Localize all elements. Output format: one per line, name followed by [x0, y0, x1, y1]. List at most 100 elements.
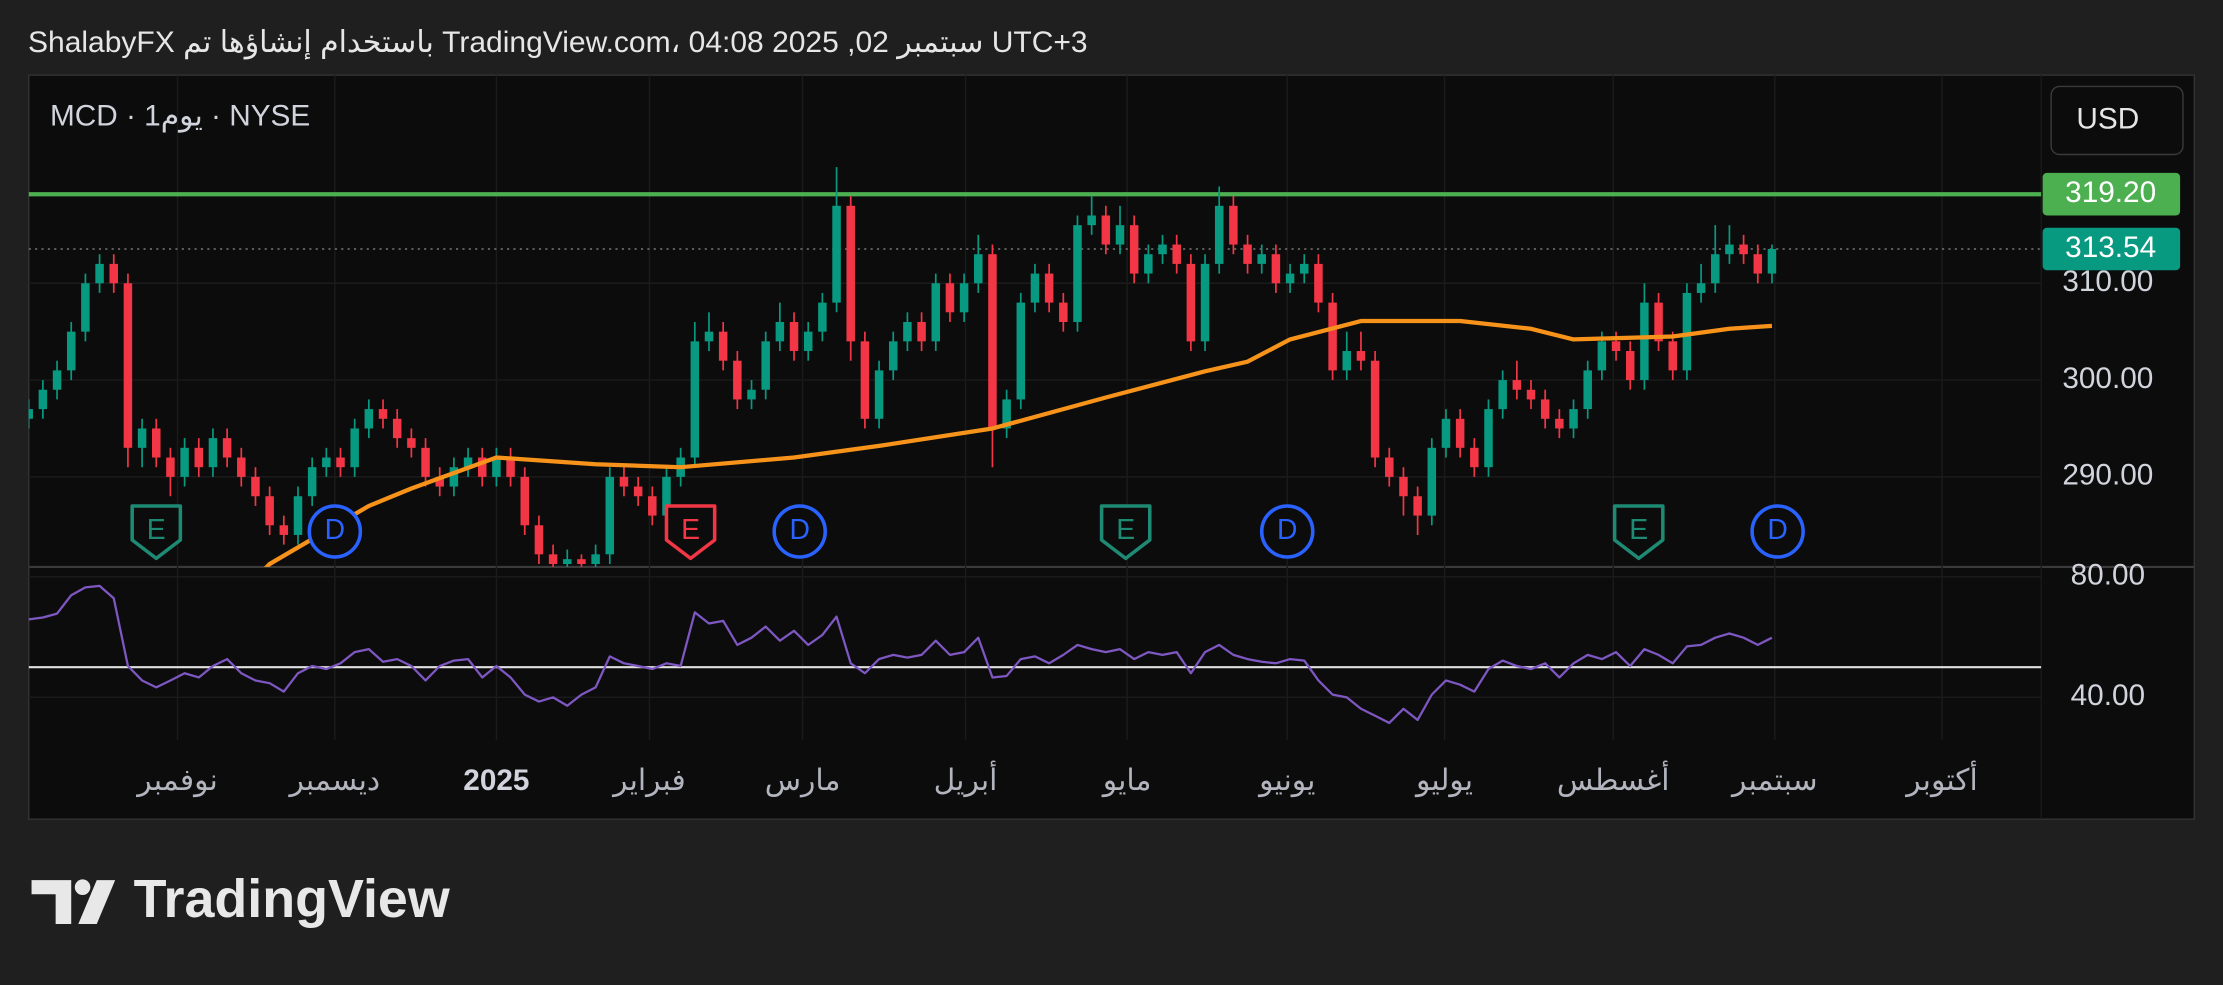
x-tick-label: مايو	[1101, 764, 1152, 797]
logo-slash	[78, 880, 116, 925]
candle-body	[421, 447, 430, 477]
event-badge	[1750, 504, 1805, 559]
candle-body	[577, 559, 586, 565]
candle-body	[945, 283, 955, 313]
x-tick-label: فبراير	[611, 764, 686, 797]
candle-body	[1356, 351, 1366, 361]
candle-body	[1767, 248, 1777, 274]
candle-body	[1172, 244, 1181, 264]
event-label: E	[1116, 514, 1135, 546]
candle-body	[251, 476, 260, 497]
candle-body	[1569, 409, 1578, 429]
event-label: D	[789, 514, 809, 546]
candle-body	[548, 554, 558, 565]
brand-name: TradingView	[134, 869, 450, 929]
candle-body	[1682, 292, 1692, 371]
candle-body	[477, 457, 487, 477]
candle-body	[1555, 418, 1564, 429]
candle-body	[747, 389, 756, 400]
logo-t	[31, 880, 72, 925]
candle-body	[1413, 496, 1422, 516]
chart-panel	[28, 74, 2195, 820]
candle-body	[1370, 360, 1380, 458]
candle-body	[293, 496, 303, 535]
candle-body	[336, 457, 345, 468]
candle-body	[1285, 273, 1295, 284]
candle-body	[917, 321, 926, 342]
candle-body	[265, 496, 274, 526]
candle-body	[1696, 283, 1706, 293]
event-badge	[1612, 504, 1665, 561]
candle-body	[1526, 389, 1536, 400]
candle-body	[1470, 447, 1479, 468]
candle-body	[1214, 205, 1224, 264]
candle-body	[1158, 244, 1167, 255]
candle-body	[166, 457, 175, 477]
candle-body	[1540, 399, 1550, 419]
candle-body	[1059, 302, 1068, 322]
y-tick-label: 80.00	[2071, 559, 2145, 592]
candle-body	[1016, 302, 1026, 400]
candle-body	[1186, 263, 1196, 342]
candle-body	[1498, 380, 1507, 410]
candle-body	[1101, 215, 1111, 245]
candle-body	[81, 283, 90, 332]
candle-body	[1668, 341, 1677, 371]
candle-body	[959, 283, 969, 313]
x-tick-label: يوليو	[1414, 764, 1473, 797]
last-price-tag	[2042, 227, 2181, 271]
currency-button[interactable]	[2050, 85, 2184, 156]
currency-label[interactable]: USD	[2076, 102, 2139, 135]
event-badge	[664, 504, 717, 561]
event-label: D	[325, 514, 345, 546]
candle-body	[1115, 225, 1125, 245]
logo-dot	[74, 879, 91, 896]
candle-body	[109, 263, 118, 284]
candle-body	[818, 302, 827, 332]
candle-body	[1640, 302, 1649, 381]
candle-body	[1739, 244, 1748, 255]
x-tick-label: نوفمبر	[135, 764, 217, 797]
candle-body	[832, 205, 841, 303]
candle-body	[1044, 273, 1054, 303]
candle-body	[988, 254, 997, 429]
candle-body	[1243, 244, 1252, 264]
event-label: E	[1629, 514, 1648, 546]
y-tick-label: 300.00	[2062, 362, 2153, 395]
symbol-label: MCD · 1يوم · NYSE	[50, 99, 310, 132]
candle-body	[1625, 351, 1635, 381]
candle-body	[492, 457, 501, 477]
event-label: D	[1277, 514, 1297, 546]
candle-body	[1257, 254, 1266, 264]
candle-body	[1030, 273, 1040, 303]
candle-body	[66, 331, 76, 371]
candle-body	[152, 428, 161, 458]
candle-body	[860, 341, 870, 419]
event-badge	[130, 504, 183, 561]
candle-body	[520, 476, 530, 526]
candle-body	[888, 341, 898, 371]
y-tick-label: 310.00	[2062, 265, 2153, 298]
candle-body	[28, 409, 33, 419]
candle-body	[1512, 380, 1522, 390]
candle-body	[1314, 263, 1323, 303]
event-badge	[1099, 504, 1152, 561]
candle-body	[95, 263, 104, 284]
candle-body	[605, 476, 615, 555]
candle-body	[1129, 225, 1139, 274]
candle-body	[1342, 351, 1352, 371]
candle-body	[789, 321, 799, 352]
candle-body	[775, 321, 785, 342]
candle-body	[974, 254, 983, 284]
candle-body	[1385, 457, 1394, 477]
candle-body	[137, 428, 147, 448]
x-tick-label: ديسمبر	[288, 764, 381, 797]
candle-body	[704, 331, 714, 342]
candle-body	[1002, 399, 1011, 429]
x-tick-label: 2025	[463, 764, 529, 797]
candle-body	[194, 447, 204, 468]
y-tick-label: 290.00	[2062, 459, 2153, 492]
candle-body	[1144, 254, 1153, 274]
candle-body	[534, 525, 544, 555]
